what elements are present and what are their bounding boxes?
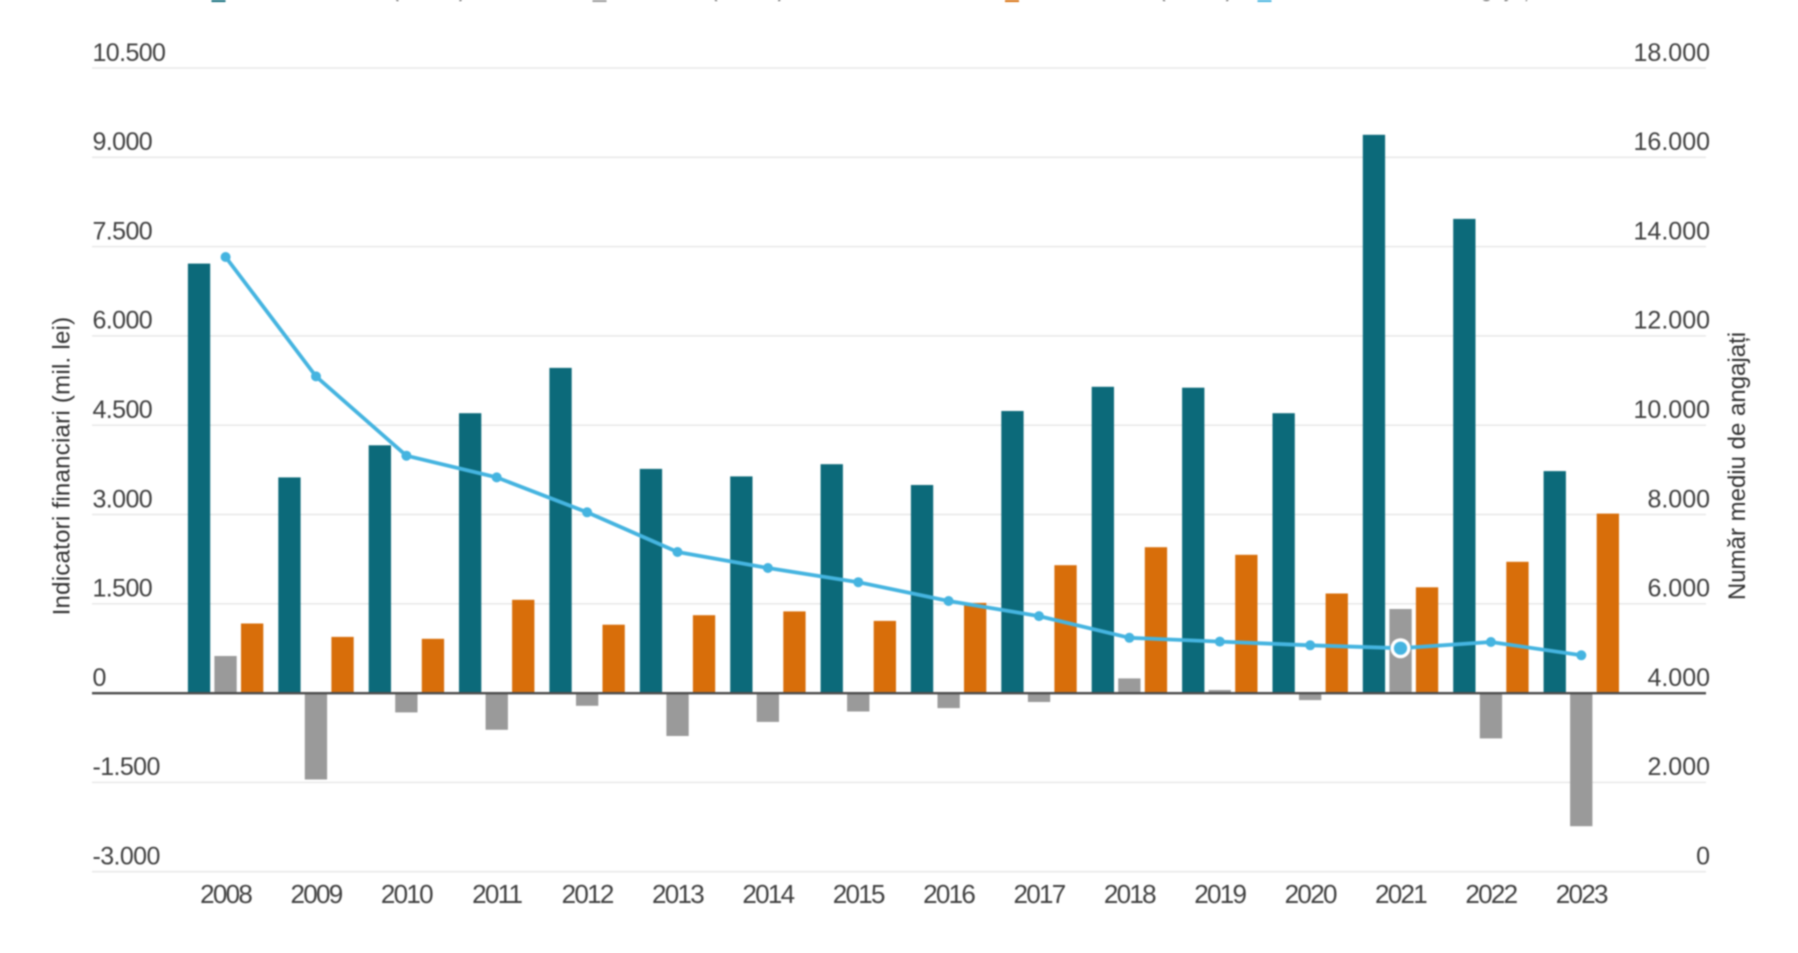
svg-text:2.000: 2.000 [1647, 753, 1710, 781]
svg-text:3.000: 3.000 [93, 485, 153, 513]
svg-text:2011: 2011 [472, 879, 522, 909]
svg-text:2010: 2010 [381, 879, 433, 909]
svg-text:9.000: 9.000 [93, 128, 153, 156]
svg-text:2023: 2023 [1556, 879, 1608, 909]
svg-text:4.500: 4.500 [93, 396, 153, 424]
svg-text:2018: 2018 [1104, 879, 1156, 909]
svg-text:-1.500: -1.500 [93, 753, 160, 781]
svg-text:Profit net (mil. lei): Profit net (mil. lei) [616, 0, 785, 2]
svg-text:Indicatori financiari (mil. le: Indicatori financiari (mil. lei) [49, 317, 76, 616]
svg-text:2015: 2015 [833, 879, 885, 909]
svg-text:0: 0 [1696, 843, 1710, 871]
svg-text:2021: 2021 [1375, 879, 1427, 909]
svg-text:2012: 2012 [562, 879, 614, 909]
svg-text:2008: 2008 [200, 879, 252, 909]
svg-text:18.000: 18.000 [1634, 39, 1710, 67]
svg-text:1.500: 1.500 [93, 575, 153, 603]
svg-text:8.000: 8.000 [1647, 485, 1710, 513]
svg-text:10.000: 10.000 [1634, 396, 1710, 424]
svg-text:12.000: 12.000 [1634, 307, 1710, 335]
svg-text:2022: 2022 [1465, 879, 1517, 909]
svg-text:16.000: 16.000 [1634, 128, 1710, 156]
svg-text:7.500: 7.500 [93, 217, 153, 245]
svg-text:Număr mediu de angajați: Număr mediu de angajați [1281, 0, 1533, 2]
svg-text:2016: 2016 [923, 879, 975, 909]
svg-text:2009: 2009 [290, 879, 342, 909]
svg-text:Cifra de afaceri (mil. lei): Cifra de afaceri (mil. lei) [235, 0, 467, 2]
svg-text:Număr mediu de angajați: Număr mediu de angajați [1724, 332, 1751, 600]
svg-text:14.000: 14.000 [1634, 217, 1710, 245]
svg-text:2019: 2019 [1194, 879, 1246, 909]
svg-text:2013: 2013 [652, 879, 704, 909]
svg-text:10.500: 10.500 [93, 39, 166, 67]
svg-text:0: 0 [93, 664, 106, 692]
svg-text:4.000: 4.000 [1647, 664, 1710, 692]
svg-text:2017: 2017 [1013, 879, 1065, 909]
svg-text:6.000: 6.000 [93, 307, 153, 335]
svg-text:Datorii totale (mil. lei): Datorii totale (mil. lei) [1028, 0, 1233, 2]
svg-text:-3.000: -3.000 [93, 843, 160, 871]
svg-text:6.000: 6.000 [1647, 575, 1710, 603]
svg-text:2020: 2020 [1285, 879, 1337, 909]
svg-text:2014: 2014 [742, 879, 794, 909]
